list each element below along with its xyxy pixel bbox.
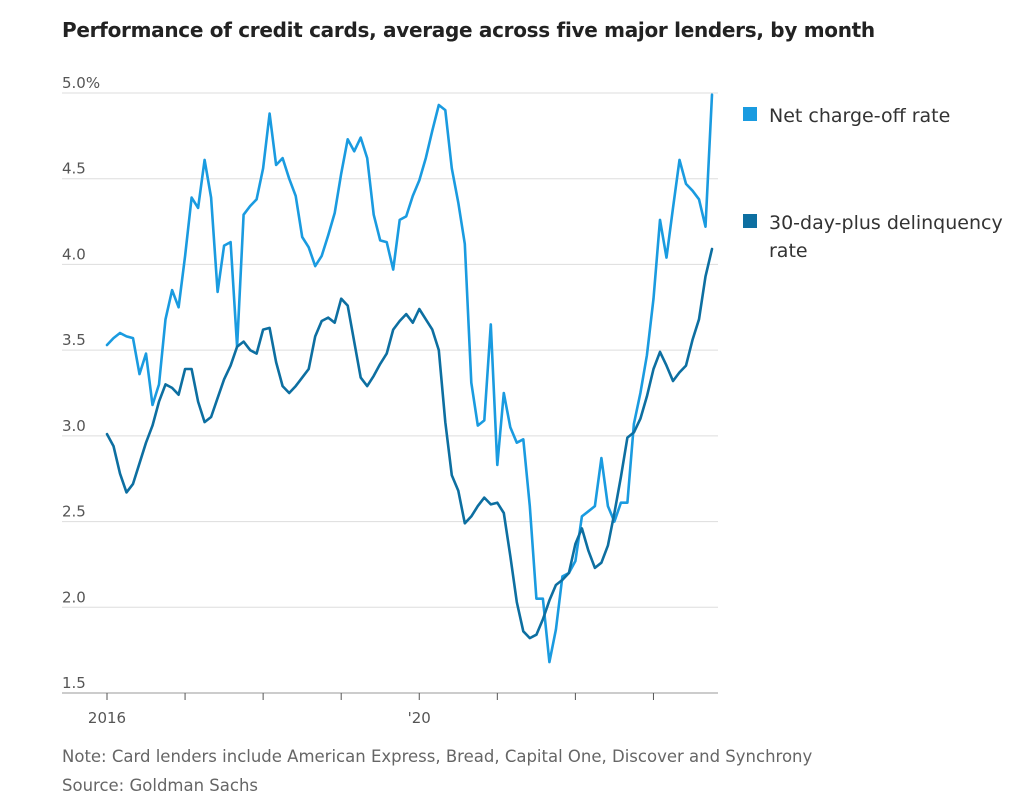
- gridlines: [62, 92, 718, 608]
- x-tick-label: '20: [408, 709, 431, 727]
- legend-label: Net charge-off rate: [769, 105, 950, 127]
- chart-note: Note: Card lenders include American Expr…: [62, 747, 813, 766]
- legend-label: 30-day-plus delinquency rate: [769, 212, 1003, 262]
- legend: Net charge-off rate 30-day-plus delinquen…: [743, 105, 1003, 262]
- y-tick-label: 4.5: [62, 160, 86, 178]
- y-tick-label: 3.5: [62, 331, 86, 349]
- x-tick-label: 2016: [88, 709, 126, 727]
- y-tick-label: 2.0: [62, 588, 86, 606]
- y-tick-label: 5.0%: [62, 74, 100, 92]
- x-axis-tick-labels: 2016 '20: [88, 709, 431, 727]
- y-tick-label: 4.0: [62, 245, 86, 263]
- y-tick-label: 1.5: [62, 674, 86, 692]
- legend-swatch: [743, 214, 757, 228]
- series-line-1: [105, 93, 714, 664]
- series-line-2: [105, 247, 714, 640]
- y-axis-tick-labels: 5.0% 4.5 4.0 3.5 3.0 2.5 2.0 1.5: [62, 74, 100, 692]
- chart-source: Source: Goldman Sachs: [62, 776, 259, 795]
- legend-swatch: [743, 107, 757, 121]
- y-tick-label: 3.0: [62, 417, 86, 435]
- y-tick-label: 2.5: [62, 503, 86, 521]
- x-axis: [62, 692, 718, 700]
- series-lines: [105, 93, 714, 664]
- chart-title: Performance of credit cards, average acr…: [62, 18, 875, 42]
